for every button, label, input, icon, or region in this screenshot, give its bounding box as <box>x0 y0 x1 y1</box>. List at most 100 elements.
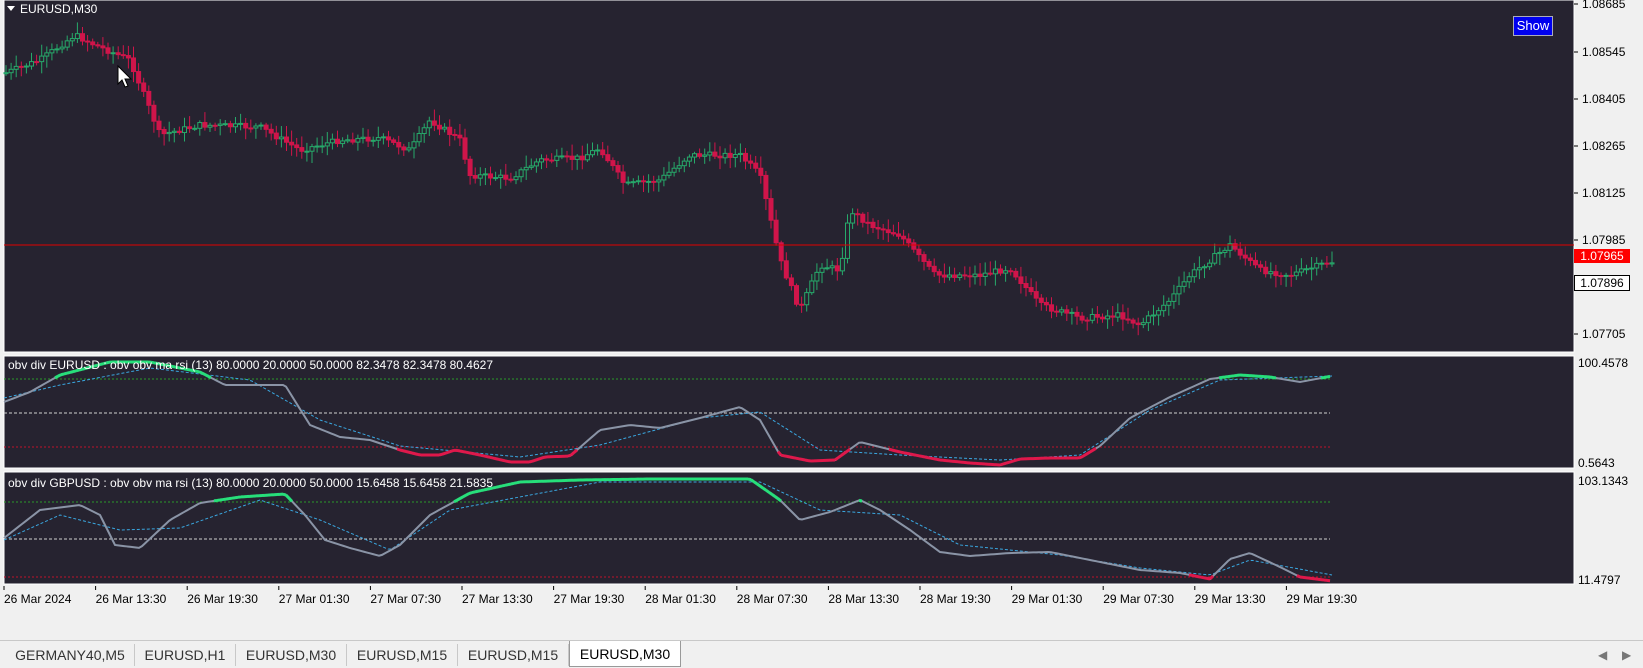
tab-eurusd-m15[interactable]: EURUSD,M15 <box>458 644 569 666</box>
candle-body <box>601 150 605 155</box>
tab-eurusd-m30[interactable]: EURUSD,M30 <box>236 644 347 666</box>
rsi-extreme-segment <box>835 458 838 460</box>
candle-body <box>397 142 401 147</box>
candle-body <box>116 53 120 55</box>
candle-body <box>1162 305 1166 310</box>
candle-body <box>1080 316 1084 320</box>
candle-body <box>1039 298 1043 302</box>
rsi-extreme-segment <box>442 453 445 454</box>
candle-body <box>1121 313 1125 319</box>
candle-body <box>223 124 227 125</box>
candle-body <box>427 121 431 128</box>
candle-body <box>570 156 574 159</box>
candle-body <box>1274 272 1278 276</box>
candle-body <box>295 145 299 148</box>
tab-prev-icon[interactable]: ◀ <box>1598 648 1607 662</box>
candle-body <box>580 156 584 160</box>
price-tick-label: 1.08265 <box>1582 139 1626 153</box>
rsi-extreme-segment <box>508 484 511 485</box>
rsi-extreme-segment <box>502 460 505 461</box>
candle-body <box>948 275 952 277</box>
rsi-extreme-segment <box>754 482 757 484</box>
candle-body <box>519 170 523 177</box>
rsi-extreme-segment <box>406 452 409 453</box>
candle-body <box>35 62 39 63</box>
candle-body <box>183 127 187 133</box>
price-pane[interactable] <box>4 0 1574 352</box>
candle-body <box>1014 271 1018 277</box>
rsi-extreme-segment <box>775 497 778 499</box>
rsi-extreme-segment <box>448 451 451 452</box>
rsi-extreme-segment <box>1195 576 1198 577</box>
candle-body <box>968 276 972 277</box>
candle-body <box>871 222 875 227</box>
tab-eurusd-h1[interactable]: EURUSD,H1 <box>135 644 236 666</box>
rsi-extreme-segment <box>748 479 751 480</box>
time-tick-label: 26 Mar 2024 <box>4 592 72 606</box>
candle-body <box>509 179 513 180</box>
indicator1-pane[interactable] <box>4 356 1574 468</box>
rsi-extreme-segment <box>1084 454 1087 456</box>
candle-body <box>65 41 69 47</box>
candle-body <box>1223 250 1227 252</box>
candle-body <box>1106 316 1110 319</box>
rsi-extreme-segment <box>208 376 211 378</box>
candle-body <box>1075 312 1079 316</box>
candle-body <box>912 243 916 249</box>
candle-body <box>402 147 406 150</box>
candle-body <box>728 153 732 157</box>
candle-body <box>1213 254 1217 264</box>
candle-body <box>392 140 396 143</box>
tab-germany40-m5[interactable]: GERMANY40,M5 <box>6 644 135 666</box>
rsi-extreme-segment <box>844 451 847 453</box>
candle-body <box>886 230 890 233</box>
candle-body <box>540 159 544 162</box>
candle-body <box>983 273 987 276</box>
candle-body <box>616 166 620 172</box>
candle-body <box>1197 268 1201 270</box>
rsi-extreme-segment <box>511 483 514 484</box>
candle-body <box>795 286 799 305</box>
candle-body <box>754 163 758 168</box>
tab-eurusd-m30[interactable]: EURUSD,M30 <box>569 641 681 667</box>
chart-canvas[interactable]: EURUSD,M30 obv div EURUSD : obv obv ma r… <box>0 0 1643 640</box>
tab-next-icon[interactable]: ▶ <box>1622 648 1631 662</box>
time-tick-label: 27 Mar 07:30 <box>370 592 441 606</box>
show-button[interactable]: Show <box>1513 16 1553 36</box>
candle-body <box>988 273 992 274</box>
candle-body <box>1070 312 1074 313</box>
candle-body <box>1238 249 1242 255</box>
candle-body <box>1146 316 1150 323</box>
candle-body <box>611 161 615 166</box>
candle-body <box>147 91 151 105</box>
candle-body <box>672 168 676 172</box>
candle-body <box>626 182 630 183</box>
candle-body <box>631 182 635 183</box>
candle-body <box>126 56 130 58</box>
rsi-extreme-segment <box>538 458 541 459</box>
rsi-extreme-segment <box>916 455 919 456</box>
candle-body <box>1157 311 1161 315</box>
time-tick-label: 28 Mar 01:30 <box>645 592 716 606</box>
candle-body <box>341 141 345 144</box>
rsi-extreme-segment <box>472 453 475 454</box>
rsi-extreme-segment <box>925 457 928 458</box>
candle-body <box>759 168 763 175</box>
candle-body <box>789 278 793 286</box>
candle-body <box>453 134 457 135</box>
tab-eurusd-m15[interactable]: EURUSD,M15 <box>347 644 458 666</box>
rsi-extreme-segment <box>475 491 478 492</box>
candle-body <box>866 222 870 223</box>
candle-body <box>376 138 380 141</box>
rsi-extreme-segment <box>934 459 937 460</box>
candle-body <box>1024 284 1028 288</box>
candle-body <box>1136 323 1140 325</box>
candle-body <box>642 181 646 182</box>
chart-window[interactable]: EURUSD,M30 obv div EURUSD : obv obv ma r… <box>0 0 1643 640</box>
rsi-extreme-segment <box>454 500 457 502</box>
candle-body <box>504 175 508 179</box>
candle-body <box>234 124 238 127</box>
candle-body <box>320 146 324 147</box>
candle-body <box>922 255 926 262</box>
candle-body <box>1019 277 1023 284</box>
